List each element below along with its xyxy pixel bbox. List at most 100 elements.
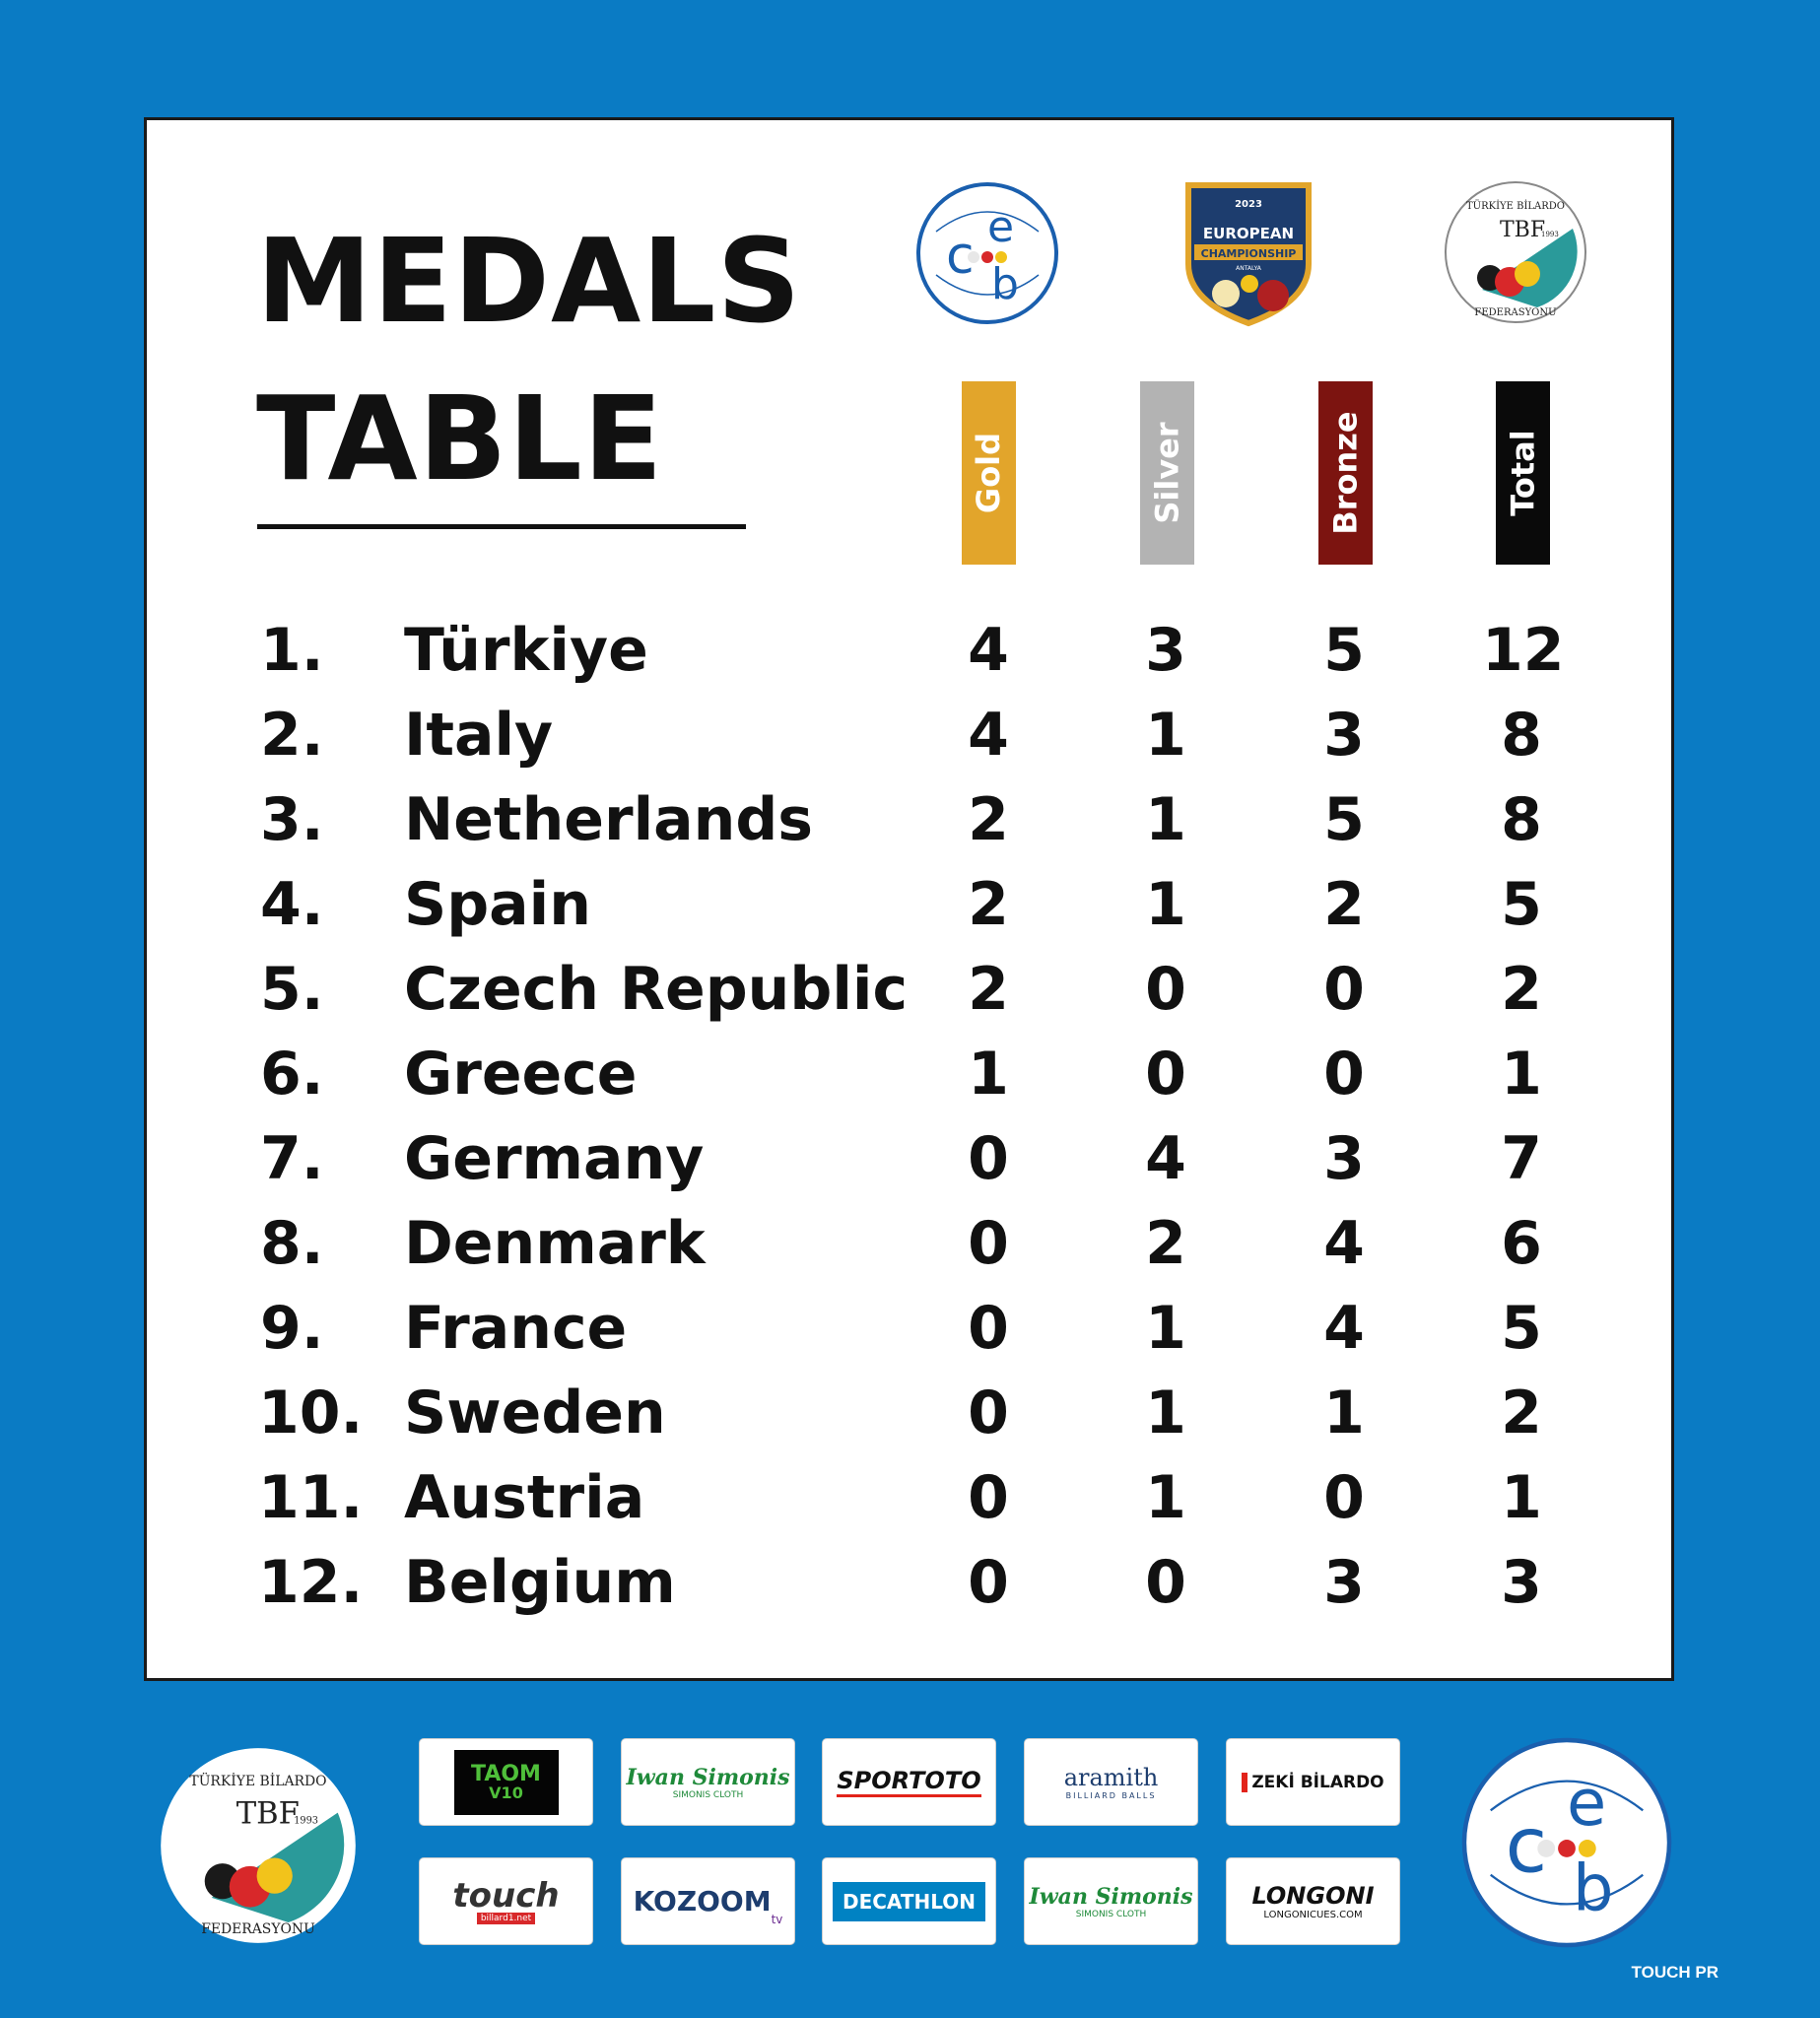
gold-count: 0: [968, 1294, 1009, 1363]
rank: 1.: [260, 616, 324, 685]
svg-text:e: e: [987, 202, 1014, 252]
bronze-count: 5: [1323, 616, 1365, 685]
total-count: 8: [1501, 785, 1542, 854]
gold-count: 0: [968, 1548, 1009, 1617]
sponsor-zeki: ZEKİ BİLARDO: [1226, 1738, 1400, 1826]
table-row: 6. Greece 1 0 0 1: [0, 1040, 1820, 1124]
table-row: 5. Czech Republic 2 0 0 2: [0, 955, 1820, 1040]
bronze-column-header: Bronze: [1318, 381, 1373, 565]
total-count: 8: [1501, 701, 1542, 770]
silver-count: 1: [1145, 870, 1186, 939]
zeki-text: ZEKİ BİLARDO: [1242, 1772, 1384, 1792]
table-row: 10. Sweden 0 1 1 2: [0, 1379, 1820, 1463]
sponsor-kozoom: KOZOOM tv: [621, 1857, 795, 1945]
silver-count: 3: [1145, 616, 1186, 685]
rank: 8.: [260, 1209, 324, 1278]
sponsor-decathlon: DECATHLON: [822, 1857, 996, 1945]
championship-badge-icon: 2023 EUROPEAN CHAMPIONSHIP ANTALYA: [1185, 182, 1312, 327]
rank: 2.: [260, 701, 324, 770]
silver-label: Silver: [1148, 422, 1186, 524]
sponsor-aramith: aramith BILLIARD BALLS: [1024, 1738, 1198, 1826]
sponsor-sportoto: SPORTOTO: [822, 1738, 996, 1826]
total-count: 7: [1501, 1124, 1542, 1193]
title-line-1: MEDALS: [256, 213, 802, 349]
ceb-logo-icon: c e b: [916, 182, 1058, 324]
table-row: 11. Austria 0 1 0 1: [0, 1463, 1820, 1548]
table-row: 3. Netherlands 2 1 5 8: [0, 785, 1820, 870]
total-count: 1: [1501, 1040, 1542, 1109]
touch-text: touch: [452, 1875, 560, 1916]
total-count: 5: [1501, 870, 1542, 939]
table-row: 1. Türkiye 4 3 5 12: [0, 616, 1820, 701]
sportoto-text: SPORTOTO: [837, 1767, 981, 1797]
svg-text:e: e: [1567, 1766, 1606, 1841]
tbf-footer-arc-bottom: FEDERASYONU: [201, 1921, 315, 1937]
silver-count: 1: [1145, 1294, 1186, 1363]
silver-count: 1: [1145, 1463, 1186, 1532]
total-column-header: Total: [1496, 381, 1550, 565]
kozoom-text: KOZOOM: [633, 1885, 772, 1917]
silver-column-header: Silver: [1140, 381, 1194, 565]
silver-count: 1: [1145, 785, 1186, 854]
bronze-count: 3: [1323, 1548, 1365, 1617]
rank: 4.: [260, 870, 324, 939]
gold-count: 2: [968, 870, 1009, 939]
aramith-sub: BILLIARD BALLS: [1065, 1791, 1157, 1800]
gold-count: 1: [968, 1040, 1009, 1109]
tbf-footer-year: 1993: [294, 1816, 318, 1827]
bronze-count: 0: [1323, 955, 1365, 1024]
silver-count: 4: [1145, 1124, 1186, 1193]
badge-year: 2023: [1235, 199, 1262, 210]
tbf-logo-icon: TÜRKİYE BİLARDO TBF 1993 FEDERASYONU: [1445, 181, 1586, 323]
country: France: [404, 1294, 628, 1363]
kozoom-sub: tv: [771, 1913, 783, 1926]
silver-count: 0: [1145, 1040, 1186, 1109]
rank: 6.: [260, 1040, 324, 1109]
title-underline: [257, 524, 746, 529]
table-row: 7. Germany 0 4 3 7: [0, 1124, 1820, 1209]
country: Belgium: [404, 1548, 676, 1617]
silver-count: 1: [1145, 1379, 1186, 1447]
tbf-arc-bottom: FEDERASYONU: [1474, 307, 1556, 318]
country: Austria: [404, 1463, 645, 1532]
longoni-text: LONGONI: [1251, 1882, 1375, 1910]
tbf-year: 1993: [1541, 231, 1559, 238]
taom-logo-icon: TAOM V10: [453, 1749, 559, 1815]
rank: 12.: [258, 1548, 364, 1617]
total-count: 12: [1482, 616, 1565, 685]
title-line-2: TABLE: [256, 370, 664, 506]
country: Denmark: [404, 1209, 706, 1278]
decathlon-logo-icon: DECATHLON: [832, 1881, 986, 1921]
sponsor-touch: touch billard1.net: [419, 1857, 593, 1945]
gold-count: 2: [968, 785, 1009, 854]
gold-count: 4: [968, 701, 1009, 770]
gold-count: 2: [968, 955, 1009, 1024]
country: Netherlands: [404, 785, 814, 854]
gold-count: 0: [968, 1463, 1009, 1532]
table-row: 9. France 0 1 4 5: [0, 1294, 1820, 1379]
badge-line2: CHAMPIONSHIP: [1201, 247, 1297, 260]
sponsor-taom: TAOM V10: [419, 1738, 593, 1826]
country: Sweden: [404, 1379, 666, 1447]
bronze-count: 4: [1323, 1294, 1365, 1363]
tbf-footer-mono: TBF: [236, 1797, 300, 1832]
sponsor-longoni: LONGONI LONGONICUES.COM: [1226, 1857, 1400, 1945]
sponsor-simonis-2: Iwan Simonis SIMONIS CLOTH: [1024, 1857, 1198, 1945]
total-count: 2: [1501, 955, 1542, 1024]
rank: 10.: [258, 1379, 364, 1447]
total-count: 3: [1501, 1548, 1542, 1617]
country: Greece: [404, 1040, 638, 1109]
badge-city: ANTALYA: [1236, 265, 1262, 272]
country: Germany: [404, 1124, 705, 1193]
simonis-2-sub: SIMONIS CLOTH: [1075, 1909, 1147, 1919]
decathlon-text: DECATHLON: [842, 1889, 977, 1914]
gold-count: 4: [968, 616, 1009, 685]
bronze-count: 0: [1323, 1463, 1365, 1532]
bronze-count: 5: [1323, 785, 1365, 854]
simonis-2-text: Iwan Simonis: [1029, 1883, 1193, 1910]
silver-count: 1: [1145, 701, 1186, 770]
tbf-arc-top: TÜRKİYE BİLARDO: [1466, 200, 1565, 212]
simonis-text: Iwan Simonis: [626, 1764, 790, 1790]
longoni-sub: LONGONICUES.COM: [1263, 1910, 1363, 1920]
credit-text: TOUCH PR: [1631, 1963, 1719, 1982]
